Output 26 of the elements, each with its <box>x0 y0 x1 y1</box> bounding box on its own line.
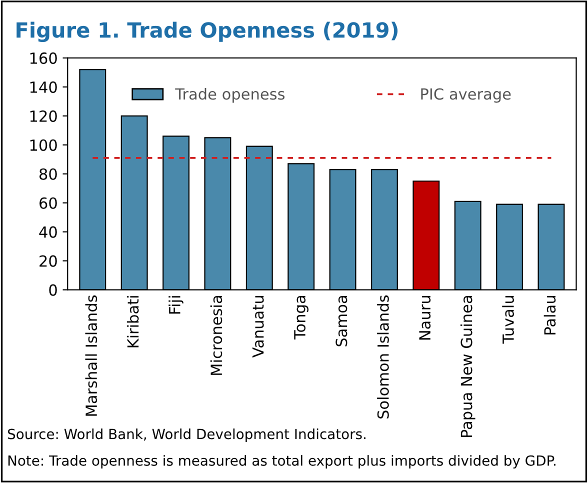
y-tick-label: 140 <box>30 81 57 93</box>
x-tick-label: Samoa <box>336 296 348 346</box>
y-tick-label: 100 <box>30 139 57 151</box>
x-tick-label: Palau <box>544 296 556 334</box>
x-tick-label: Marshall Islands <box>85 295 98 416</box>
x-tick-label: Vanuatu <box>252 296 264 358</box>
x-tick-label: Kiribati <box>126 296 139 348</box>
x-tick-label: Papua New Guinea <box>460 296 476 438</box>
x-tick-label: Solomon Islands <box>377 295 389 418</box>
source-note: Source: World Bank, World Development Indicators. <box>8 428 366 442</box>
y-tick-label: 20 <box>40 255 57 267</box>
y-tick-label: 0 <box>49 284 57 296</box>
x-tick-label: Micronesia <box>210 296 222 375</box>
y-tick-label: 60 <box>40 197 57 209</box>
x-tick-label: Fiji <box>168 296 184 314</box>
x-tick-label: Tuvalu <box>502 296 514 344</box>
y-tick-label: 120 <box>30 110 57 122</box>
y-tick-label: 80 <box>39 168 57 180</box>
x-tick-label: Nauru <box>419 296 431 340</box>
legend-label: PIC average <box>421 88 511 103</box>
x-tick-label: Tonga <box>294 296 308 340</box>
legend-label: Trade openess <box>175 88 285 103</box>
y-tick-label: 160 <box>30 52 57 64</box>
text: Note: Trade openness is measured as total export plus imports divided by GDP. <box>8 455 556 469</box>
chart-title: Figure 1. Trade Openness (2019) <box>16 22 398 42</box>
y-tick-label: 40 <box>39 226 57 238</box>
